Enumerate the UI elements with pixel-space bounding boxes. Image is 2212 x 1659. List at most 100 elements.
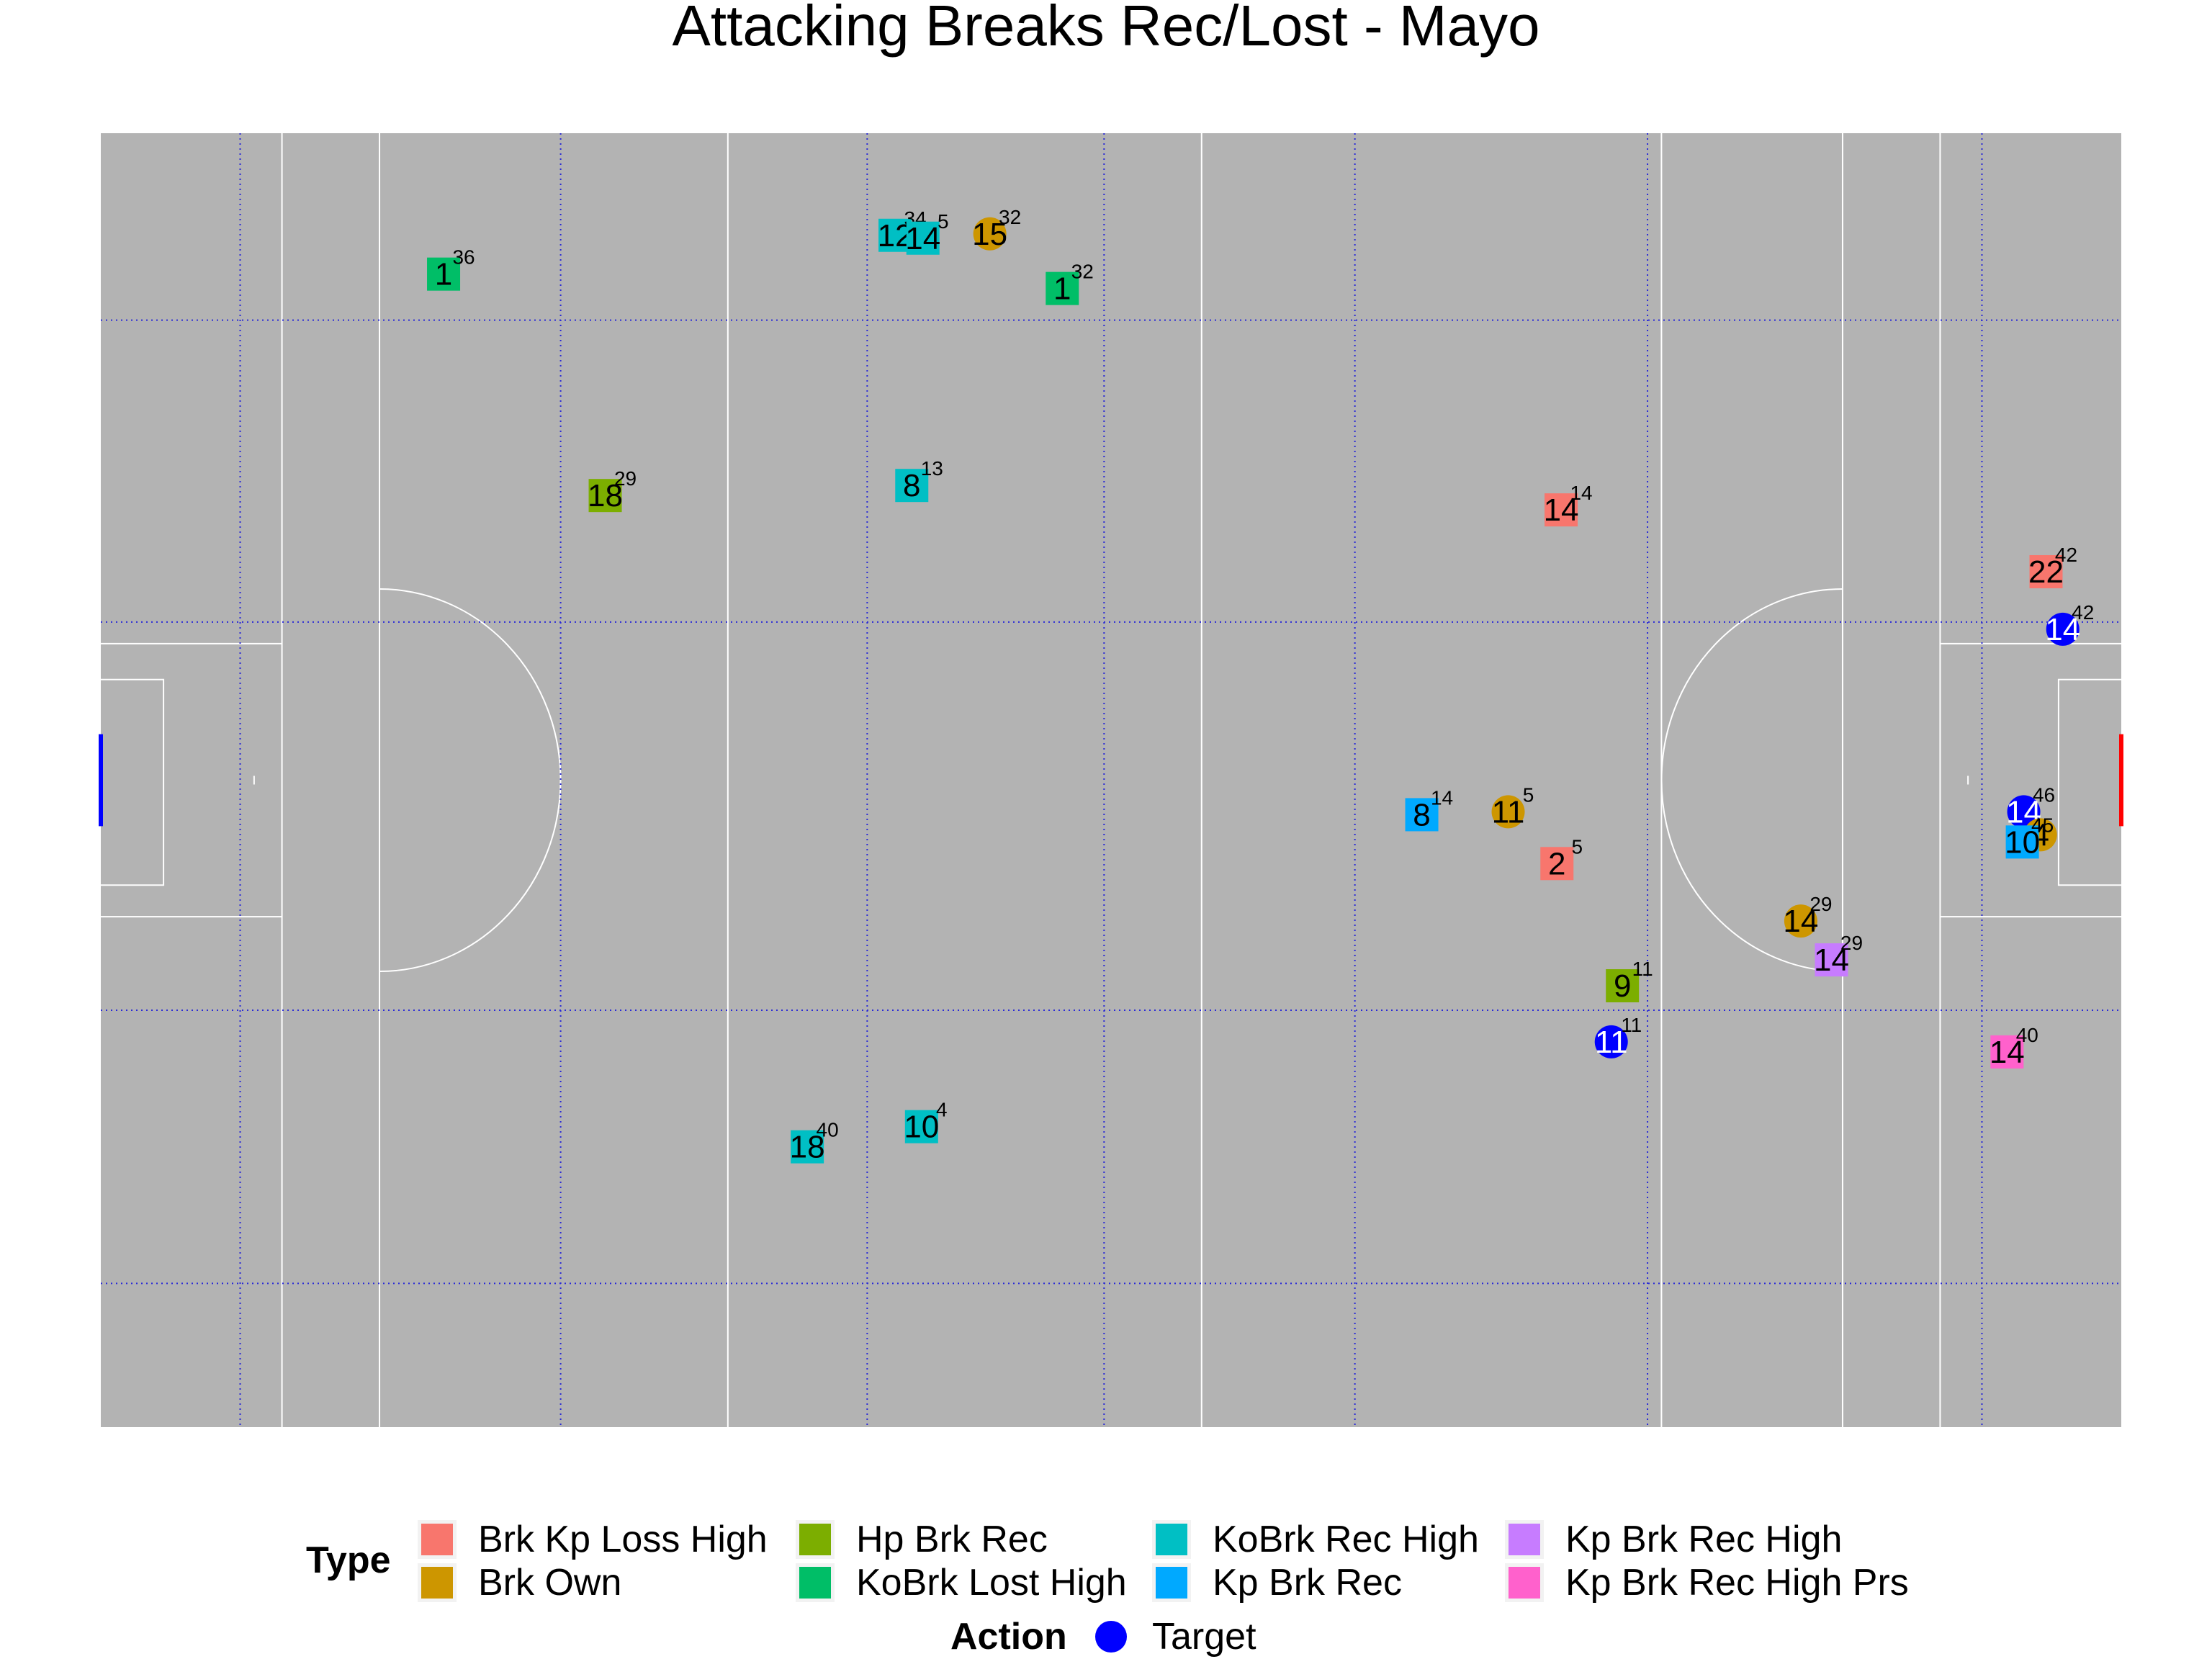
legend-key: [418, 1563, 457, 1602]
legend-key: [1505, 1563, 1544, 1602]
point-minute-label: 5: [1571, 835, 1583, 858]
legend-item: Hp Brk Rec: [796, 1518, 1048, 1561]
point-label: 15: [972, 217, 1007, 252]
point-minute-label: 4: [936, 1099, 948, 1121]
legend-label: Kp Brk Rec: [1213, 1562, 1402, 1604]
legend-key: [796, 1520, 835, 1559]
legend-key: [418, 1520, 457, 1559]
point-marker: [1594, 1025, 1628, 1058]
point-minute-label: 29: [1840, 932, 1863, 954]
arc-left: [379, 588, 562, 973]
legend-swatch: [421, 1524, 453, 1555]
point-marker: [1990, 1035, 2024, 1069]
point-minute-label: 29: [1809, 893, 1832, 915]
legend-item: KoBrk Lost High: [796, 1561, 1127, 1604]
legend-type-title: Type: [306, 1539, 391, 1581]
legend-label: Kp Brk Rec High Prs: [1565, 1562, 1909, 1604]
legend-label: KoBrk Lost High: [856, 1562, 1127, 1604]
legend-item: Brk Kp Loss High: [418, 1518, 768, 1561]
point-minute-label: 42: [2072, 601, 2094, 624]
point-minute-label: 32: [999, 206, 1021, 228]
point-marker: [427, 257, 461, 291]
point-label: 11: [1595, 1025, 1628, 1060]
legend-label: KoBrk Rec High: [1213, 1519, 1479, 1560]
legend-key: [1152, 1520, 1191, 1559]
point-label: 18: [790, 1130, 825, 1165]
point-label: 14: [1814, 943, 1849, 978]
point-marker: [2046, 612, 2080, 646]
point-marker: [1545, 493, 1578, 527]
point-marker: [1815, 943, 1848, 977]
point-label: 14: [1990, 1035, 2025, 1070]
point-marker: [973, 217, 1007, 251]
point-minute-label: 5: [1523, 783, 1534, 806]
point-marker: [2005, 825, 2039, 859]
legend-label: Brk Kp Loss High: [478, 1519, 768, 1560]
legend-item: Kp Brk Rec High: [1505, 1518, 1842, 1561]
legend-swatch: [421, 1567, 453, 1599]
legend-label: Target: [1152, 1616, 1256, 1658]
point-label: 22: [2028, 554, 2064, 590]
legend-label: Hp Brk Rec: [856, 1519, 1048, 1560]
point-label: 14: [1544, 493, 1579, 528]
point-marker: [1405, 798, 1439, 832]
legend-swatch: [1509, 1567, 1540, 1599]
point-label: 8: [1413, 797, 1430, 832]
small-rectangle-left: [101, 678, 165, 886]
point-marker: [791, 1130, 824, 1164]
legend-label: Brk Own: [478, 1562, 622, 1604]
point-marker: [1540, 847, 1574, 881]
legend-action-title: Action: [950, 1616, 1067, 1658]
legend-label: Kp Brk Rec High: [1565, 1519, 1843, 1560]
point-label: 9: [1614, 968, 1631, 1004]
point-minute-label: 32: [1071, 261, 1094, 283]
legend-item: Brk Own: [418, 1561, 621, 1604]
point-minute-label: 11: [1632, 958, 1653, 980]
point-label: 8: [903, 468, 920, 503]
legend-key: [1092, 1617, 1130, 1656]
legend-swatch: [799, 1524, 831, 1555]
point-minute-label: 46: [2033, 783, 2055, 806]
pitch-background: [101, 133, 2121, 1427]
point-minute-label: 40: [817, 1119, 839, 1141]
point-marker: [1784, 904, 1817, 938]
point-marker: [878, 218, 912, 252]
point-minute-label: 14: [1570, 482, 1592, 504]
point-marker: [588, 479, 622, 513]
point-marker: [906, 221, 940, 255]
point-label: 14: [1783, 904, 1818, 939]
legend-swatch: [799, 1567, 831, 1599]
point-minute-label: 11: [1621, 1014, 1642, 1036]
point-marker: [2007, 795, 2041, 829]
point-marker: [1491, 795, 1525, 829]
point-marker: [2029, 554, 2063, 588]
point-label: 14: [2045, 612, 2080, 647]
point-label: 14: [905, 221, 940, 256]
small-rectangle-right: [2057, 678, 2121, 886]
point-marker: [1046, 271, 1079, 305]
point-minute-label: 13: [921, 457, 943, 480]
point-minute-label: 40: [2016, 1024, 2038, 1046]
legend-key: [1152, 1563, 1191, 1602]
point-marker: [1606, 969, 1640, 1003]
point-label: 11: [1492, 794, 1525, 830]
chart-title: Attacking Breaks Rec/Lost - Mayo: [672, 0, 1540, 58]
legend-item: Target: [1092, 1615, 1256, 1658]
legend-key: [796, 1563, 835, 1602]
point-label: 1: [1053, 271, 1071, 307]
legend-swatch: [1156, 1567, 1187, 1599]
point-label: 1: [435, 257, 452, 292]
legend-item: KoBrk Rec High: [1152, 1518, 1479, 1561]
legend-item: Kp Brk Rec High Prs: [1505, 1561, 1909, 1604]
point-minute-label: 5: [938, 210, 949, 233]
point-minute-label: 29: [614, 467, 637, 490]
legend-dot: [1095, 1621, 1127, 1653]
point-minute-label: 36: [452, 246, 475, 269]
point-label: 10: [2005, 824, 2040, 860]
point-marker: [895, 469, 929, 503]
legend-key: [1505, 1520, 1544, 1559]
legend-swatch: [1509, 1524, 1540, 1555]
arc-right: [1660, 588, 1843, 973]
point-minute-label: 42: [2055, 544, 2077, 566]
